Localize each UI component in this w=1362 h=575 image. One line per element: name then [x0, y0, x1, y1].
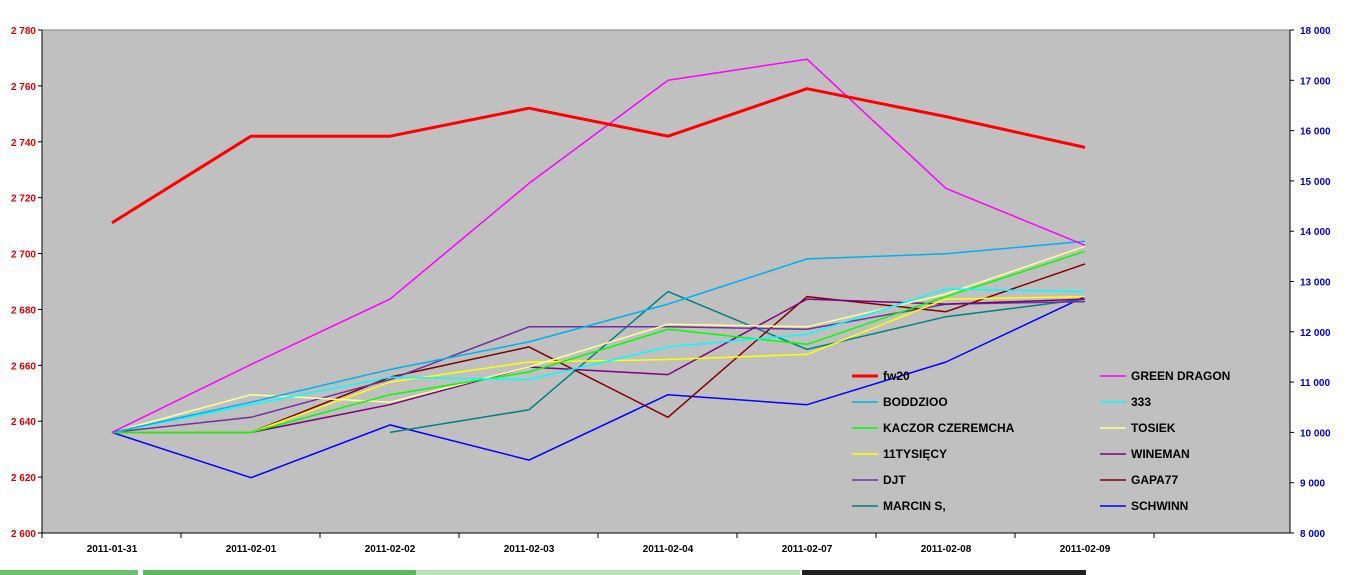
- series-line-kaczor-czeremcha: [112, 250, 1086, 434]
- series-line-fw20: [111, 87, 1086, 225]
- left-tick-label: 2 680: [11, 305, 36, 316]
- x-tick-label: 2011-02-04: [643, 544, 694, 555]
- right-tick-label: 18 000: [1300, 26, 1331, 37]
- series-line-333: [111, 288, 1086, 434]
- legend-label: SCHWINN: [1131, 499, 1188, 513]
- right-tick-label: 11 000: [1300, 378, 1330, 389]
- legend-label: WINEMAN: [1131, 447, 1190, 461]
- bottom-strip-2: [143, 570, 416, 575]
- left-tick-label: 2 620: [11, 473, 36, 484]
- right-tick-label: 9 000: [1300, 479, 1325, 490]
- left-tick-label: 2 780: [11, 26, 36, 37]
- legend-label: TOSIEK: [1131, 421, 1176, 435]
- x-tick-label: 2011-02-08: [921, 544, 972, 555]
- legend: fw20 GREEN DRAGON BODDZIOO 333 KACZOR CZEREM…: [852, 369, 1230, 513]
- right-tick-label: 13 000: [1300, 278, 1331, 289]
- series-line-green-dragon: [111, 58, 1086, 434]
- series-line-marcin-s: [389, 290, 1086, 434]
- right-tick-label: 14 000: [1300, 227, 1331, 238]
- legend-label: GREEN DRAGON: [1131, 369, 1230, 383]
- x-tick-label: 2011-02-01: [226, 544, 277, 555]
- legend-label: MARCIN S,: [883, 499, 946, 513]
- legend-label: KACZOR CZEREMCHA: [883, 421, 1015, 435]
- series-layer: [111, 58, 1086, 479]
- legend-label: 333: [1131, 395, 1151, 409]
- x-tick-label: 2011-02-02: [365, 544, 416, 555]
- series-line-tosiek: [111, 245, 1086, 434]
- left-tick-label: 2 600: [11, 529, 36, 540]
- right-tick-label: 12 000: [1300, 328, 1331, 339]
- legend-label: BODDZIOO: [883, 395, 948, 409]
- x-tick-label: 2011-01-31: [87, 544, 138, 555]
- x-tick-label: 2011-02-03: [504, 544, 555, 555]
- left-tick-label: 2 700: [11, 250, 36, 261]
- right-tick-label: 17 000: [1300, 76, 1331, 87]
- legend-label: DJT: [883, 473, 906, 487]
- left-tick-label: 2 660: [11, 361, 36, 372]
- series-line-11tysi-cy: [112, 295, 1086, 434]
- x-axis-ticks: 2011-01-31 2011-02-01 2011-02-02 2011-02-03…: [41, 533, 1155, 555]
- legend-label: GAPA77: [1131, 473, 1178, 487]
- left-tick-label: 2 720: [11, 194, 36, 205]
- bottom-strip-4: [802, 570, 1086, 575]
- left-tick-label: 2 760: [11, 82, 36, 93]
- left-axis-ticks: 2 600 2 620 2 640 2 660 2 680 2 700 2 720 2 740…: [11, 26, 42, 540]
- right-axis-ticks: 8 000 9 000 10 000 11 000 12 000 13 000 14 000…: [1290, 26, 1331, 540]
- series-line-gapa77: [112, 263, 1086, 434]
- legend-label: fw20: [883, 369, 910, 383]
- x-tick-label: 2011-02-09: [1060, 544, 1111, 555]
- right-tick-label: 15 000: [1300, 177, 1331, 188]
- series-line-wineman: [112, 298, 1086, 434]
- bottom-strip-3: [416, 570, 800, 575]
- x-tick-label: 2011-02-07: [782, 544, 833, 555]
- left-tick-label: 2 740: [11, 138, 36, 149]
- plot-area: [41, 29, 1291, 534]
- left-tick-label: 2 640: [11, 417, 36, 428]
- right-tick-label: 16 000: [1300, 127, 1331, 138]
- series-line-boddzioo: [111, 240, 1086, 434]
- series-line-schwinn: [111, 295, 1086, 479]
- legend-label: 11TYSIĘCY: [883, 447, 947, 461]
- right-tick-label: 10 000: [1300, 428, 1331, 439]
- bottom-strip-1: [0, 570, 138, 575]
- right-tick-label: 8 000: [1300, 529, 1325, 540]
